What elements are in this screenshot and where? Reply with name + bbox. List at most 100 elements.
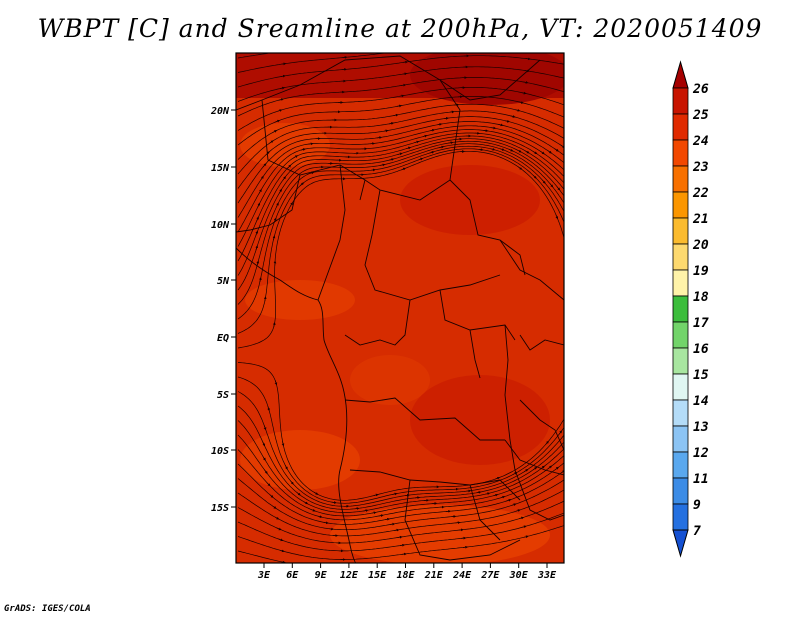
streamline-arrow (266, 482, 271, 487)
streamline (237, 138, 564, 276)
streamline-arrow (276, 527, 282, 531)
lon-label: 3E (257, 570, 271, 581)
streamline (237, 135, 564, 262)
colorbar-label: 21 (692, 212, 709, 227)
streamline-arrow (276, 202, 279, 208)
streamline-arrow (414, 496, 421, 500)
lat-label: EQ (217, 333, 229, 344)
lon-label: 6E (286, 570, 299, 581)
streamline-arrow (461, 536, 467, 540)
lon-label: 12E (340, 570, 359, 581)
colorbar-label: 12 (693, 446, 709, 461)
streamline-arrow (390, 522, 396, 526)
streamline-arrow (495, 476, 501, 480)
streamline-arrow (274, 380, 278, 386)
streamline-arrow (257, 202, 261, 208)
streamline-arrow (545, 440, 549, 445)
colorbar-segment (672, 425, 689, 453)
streamline-arrow (272, 235, 276, 241)
wbpt-patch-5 (350, 355, 430, 405)
streamline-arrow (510, 115, 516, 118)
streamline-arrow (278, 188, 282, 194)
lon-label: 18E (396, 570, 415, 581)
colorbar-segment (672, 191, 689, 219)
longitude-axis: 3E 6E 9E 12E 15E 18E 21E 24E 27E 30E 33E (257, 563, 557, 581)
colorbar-label: 23 (692, 160, 709, 175)
streamline-arrow (525, 57, 531, 61)
streamline-arrow (485, 492, 491, 496)
streamline (237, 550, 289, 563)
streamline-arrow (498, 123, 504, 127)
lon-label: 33E (537, 570, 557, 581)
streamline-arrow (258, 188, 262, 194)
streamline (237, 116, 564, 189)
wbpt-core-ne (410, 53, 564, 105)
streamline-arrow (309, 171, 315, 175)
lat-label: 10N (211, 220, 230, 231)
streamline-arrow (540, 151, 545, 155)
streamline-arrow (504, 119, 510, 123)
colorbar-cap-bottom (672, 529, 689, 558)
wbpt-patch-3 (240, 430, 360, 490)
streamline-arrow (491, 126, 497, 130)
map-panel[interactable] (236, 45, 570, 566)
lat-label: 15N (211, 163, 230, 174)
colorbar-segment (672, 243, 689, 271)
lon-label: 24E (452, 570, 472, 581)
streamline-arrow (255, 245, 259, 251)
streamline-arrow (560, 470, 564, 474)
streamline-arrow (448, 141, 454, 145)
colorbar-cap-top (672, 60, 689, 89)
streamline-arrow (532, 174, 537, 179)
streamline-arrow (363, 509, 369, 512)
streamline (237, 391, 564, 507)
streamline-arrow (269, 494, 274, 498)
streamline-arrow (258, 277, 262, 283)
streamline-arrow (401, 552, 407, 556)
streamline-arrow (402, 72, 408, 76)
streamline-arrow (401, 167, 406, 171)
streamline-arrow (396, 104, 402, 108)
streamline-arrow (281, 62, 287, 66)
streamline-arrow (393, 113, 399, 117)
colorbar-segment (672, 373, 689, 401)
streamline-arrow (277, 109, 283, 112)
streamline (237, 463, 564, 525)
streamline-arrow (380, 163, 386, 167)
streamline-arrow (313, 491, 319, 495)
streamline-arrow (282, 176, 286, 181)
streamline-arrow (518, 101, 524, 104)
streamline-arrow (515, 108, 521, 112)
streamline (237, 53, 273, 59)
streamline-arrow (554, 466, 559, 471)
streamline (237, 148, 564, 334)
colorbar-segment (672, 269, 689, 297)
lon-label: 27E (480, 570, 500, 581)
colorbar-label: 26 (692, 82, 709, 97)
streamline-arrow (317, 515, 323, 519)
streamline-arrow (556, 186, 561, 191)
streamline-arrow (262, 456, 266, 461)
streamline-arrow (280, 74, 286, 78)
streamline-arrow (269, 140, 274, 144)
streamline-arrow (256, 216, 259, 222)
colorbar-segment (672, 451, 689, 479)
streamline (237, 55, 564, 88)
streamline-arrow (476, 490, 482, 494)
streamline-arrow (418, 157, 424, 161)
streamline-arrow (263, 296, 267, 302)
streamline-arrow (500, 495, 506, 499)
colorbar-label: 20 (692, 238, 709, 253)
colorbar-segment (672, 347, 689, 375)
streamline-arrow (303, 501, 309, 505)
colorbar-segment (672, 503, 689, 531)
streamline-arrow (439, 145, 445, 149)
streamline-arrow (483, 129, 489, 133)
streamline-arrow (300, 148, 306, 151)
streamline-arrow (560, 145, 564, 149)
colorbar-segment (672, 113, 689, 141)
streamline-arrow (287, 164, 292, 169)
streamline-arrow (281, 441, 285, 447)
streamline (237, 420, 564, 513)
